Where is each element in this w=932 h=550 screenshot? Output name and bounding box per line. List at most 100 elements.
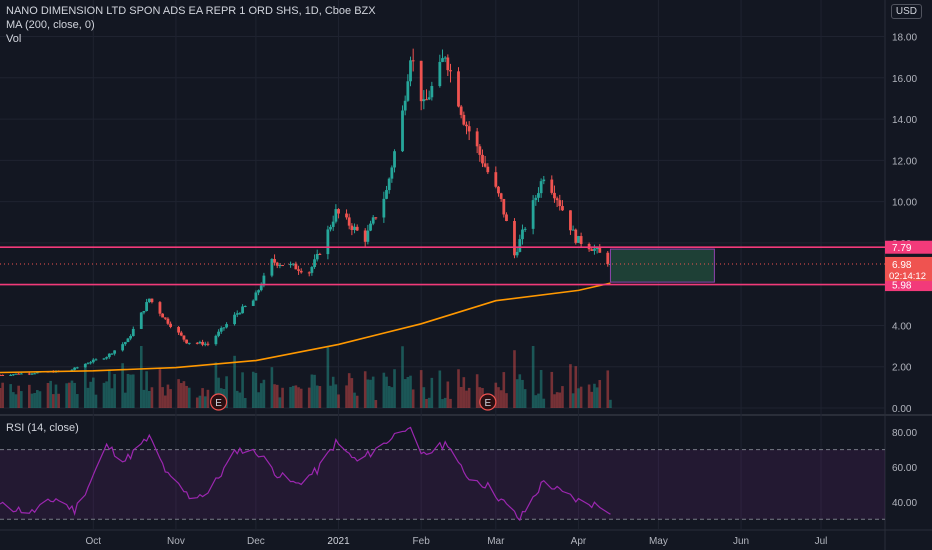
candle-body <box>142 311 146 313</box>
candle-body <box>577 236 580 243</box>
candle-body <box>27 373 31 375</box>
candle-body <box>401 110 404 152</box>
volume-bar <box>409 375 412 408</box>
candle-body <box>502 198 506 215</box>
candle-body <box>318 253 322 255</box>
volume-bar <box>307 387 311 408</box>
volume-bar <box>28 384 31 408</box>
volume-bar <box>182 381 186 408</box>
candle-body <box>569 210 572 231</box>
rsi-legend[interactable]: RSI (14, close) <box>6 422 79 434</box>
candle-body <box>542 179 546 182</box>
x-tick-label: Dec <box>247 536 265 547</box>
symbol-title: NANO DIMENSION LTD SPON ADS EA REPR 1 OR… <box>6 5 376 17</box>
candle-body <box>179 332 183 336</box>
candle-body <box>83 363 87 368</box>
volume-bar <box>142 389 146 408</box>
volume-bar <box>606 370 610 408</box>
candle-body <box>486 166 490 173</box>
candle-body <box>499 193 503 199</box>
volume-bar <box>465 390 468 408</box>
volume-bar <box>438 370 442 408</box>
volume-bar <box>531 346 535 408</box>
candle-body <box>513 221 516 256</box>
candle-body <box>462 114 466 125</box>
candle-body <box>198 341 202 344</box>
candle-body <box>105 357 109 359</box>
volume-bar <box>329 385 332 408</box>
volume-bar <box>289 387 292 408</box>
volume-bar <box>374 400 378 408</box>
volume-bar <box>262 379 266 408</box>
volume-bar <box>593 383 596 408</box>
candle-body <box>203 343 207 345</box>
volume-bar <box>371 376 375 408</box>
candle-body <box>537 193 540 198</box>
volume-bar <box>574 366 578 408</box>
candle-body <box>310 267 314 273</box>
candle-body <box>374 217 378 219</box>
y-tick-label: 4.00 <box>892 321 912 332</box>
currency-button[interactable]: USD <box>890 4 922 19</box>
upper-level-tag: 7.79 <box>892 243 912 254</box>
volume-bar <box>518 374 522 408</box>
candle-body <box>35 372 39 374</box>
candle-body <box>606 252 610 265</box>
x-tick-label: Mar <box>487 536 505 547</box>
candle-body <box>457 71 460 107</box>
x-tick-label: Jul <box>815 536 828 547</box>
volume-bar <box>291 385 295 408</box>
candle-body <box>262 275 266 286</box>
volume-bar <box>459 386 463 408</box>
earnings-marker-circle <box>209 393 228 411</box>
candle-body <box>299 270 303 273</box>
volume-bar <box>20 391 23 408</box>
earnings-marker[interactable]: E <box>209 393 228 411</box>
candle-body <box>523 228 527 230</box>
volume-bar <box>241 372 244 408</box>
candle-body <box>33 373 37 375</box>
candle-body <box>1 374 5 376</box>
volume-bar <box>0 387 2 408</box>
candle-body <box>409 60 412 82</box>
candle-body <box>217 331 220 336</box>
volume-bar <box>550 371 554 408</box>
volume-bar <box>203 396 207 408</box>
volume-bar <box>467 387 471 408</box>
candle-body <box>334 209 338 222</box>
rsi-line <box>0 426 611 522</box>
volume-bar <box>521 379 524 408</box>
candle-body <box>145 302 149 312</box>
candle-body <box>579 236 583 244</box>
candle-body <box>163 317 167 319</box>
volume-bar <box>36 390 39 408</box>
candle-body <box>531 200 535 229</box>
volume-bar <box>198 395 202 408</box>
volume-bar <box>462 377 466 408</box>
x-tick-label: Oct <box>86 536 102 547</box>
ma-legend[interactable]: MA (200, close, 0) <box>6 19 95 31</box>
volume-bar <box>129 374 132 408</box>
vol-legend[interactable]: Vol <box>6 33 22 45</box>
candle-body <box>161 313 165 318</box>
volume-bar <box>150 387 154 408</box>
earnings-marker[interactable]: E <box>479 393 497 411</box>
volume-bar <box>401 346 404 408</box>
volume-bar <box>12 392 15 408</box>
volume-bar <box>73 382 76 408</box>
candle-body <box>201 341 204 345</box>
candle-body <box>449 70 452 72</box>
volume-bar <box>86 387 90 408</box>
y-tick-label: 2.00 <box>892 363 912 374</box>
candle-body <box>166 318 170 324</box>
y-tick-label: 14.00 <box>892 115 917 126</box>
candle-body <box>11 374 15 376</box>
candle-body <box>259 285 263 291</box>
volume-bar <box>9 384 12 408</box>
volume-bar <box>406 377 410 408</box>
candle-body <box>478 146 482 155</box>
volume-bar <box>297 387 300 408</box>
candle-body <box>411 60 415 62</box>
volume-bar <box>393 369 396 408</box>
